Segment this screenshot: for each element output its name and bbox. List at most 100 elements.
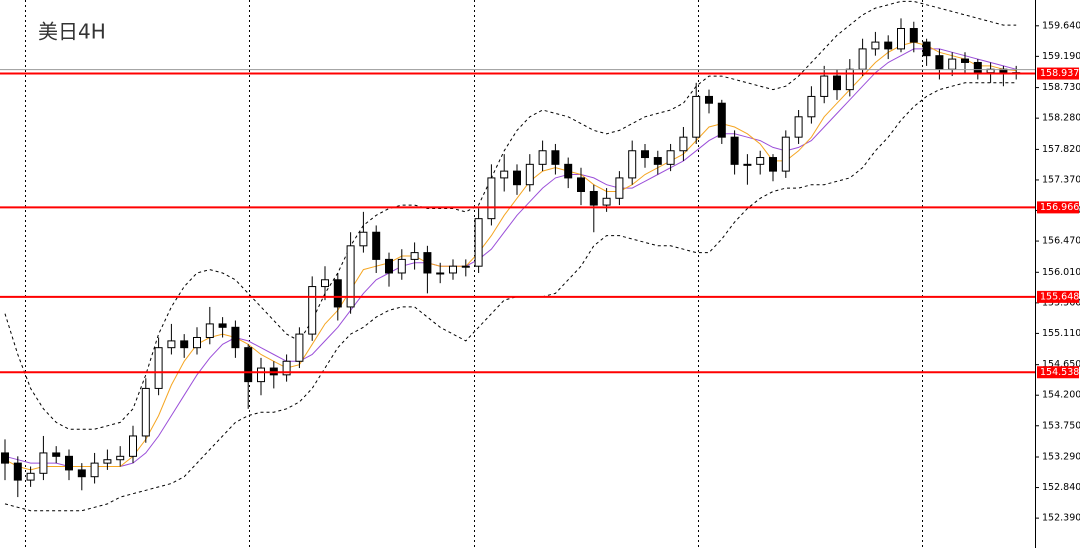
candle-body <box>551 150 560 165</box>
level-label: 154.538 <box>1040 367 1079 378</box>
candle-body <box>52 452 61 457</box>
candle-body <box>871 41 880 50</box>
candle-body <box>794 116 803 138</box>
candle-body <box>436 272 445 275</box>
candle-body <box>487 177 496 220</box>
chart-title: 美日4H <box>38 20 106 44</box>
candle-body <box>858 48 867 70</box>
candle-body <box>973 61 982 74</box>
candle-body <box>922 41 931 57</box>
candle-body <box>538 150 547 165</box>
candle-body <box>282 360 291 376</box>
candle-body <box>77 469 86 478</box>
candle-body <box>845 68 854 91</box>
candle-body <box>692 95 701 138</box>
candle-body <box>602 197 611 206</box>
candle-body <box>116 455 125 461</box>
indicator-line <box>4 0 1017 430</box>
candle-body <box>65 455 73 471</box>
y-tick-label: 154.650 <box>1042 359 1080 370</box>
candle-body <box>461 265 470 268</box>
level-tag <box>1037 290 1079 303</box>
level-tag <box>1037 67 1079 80</box>
level-label: 156.966 <box>1040 202 1079 213</box>
candle-body <box>833 75 841 91</box>
level-label: 155.648 <box>1040 291 1079 302</box>
candle-body <box>807 95 816 118</box>
candle-body <box>666 150 675 165</box>
level-tag <box>1037 201 1079 214</box>
candle-body <box>589 190 598 206</box>
candle-body <box>13 462 22 481</box>
candle-body <box>218 323 227 328</box>
level-tag <box>1037 366 1079 379</box>
candle-body <box>193 336 201 349</box>
candle-body <box>257 367 265 383</box>
candle-body <box>1 452 9 464</box>
candle-body <box>129 435 137 457</box>
candle-body <box>449 265 457 274</box>
candle-body <box>628 150 637 179</box>
candle-body <box>897 28 905 50</box>
period-separators <box>25 0 923 548</box>
candle-body <box>385 258 393 274</box>
candle-body <box>39 452 48 474</box>
y-tick-label: 152.840 <box>1042 482 1080 493</box>
candle-body <box>295 333 304 362</box>
indicator-line <box>4 82 1017 512</box>
candle-body <box>372 231 381 260</box>
candle-body <box>756 157 765 165</box>
candle-body <box>500 170 509 179</box>
candle-body <box>679 136 688 152</box>
candles <box>1 18 1021 498</box>
candle-body <box>333 279 342 308</box>
candle-body <box>244 347 253 383</box>
candle-body <box>513 170 521 186</box>
candle-body <box>90 462 99 478</box>
candle-body <box>717 102 726 138</box>
candle-body <box>935 55 944 70</box>
candle-body <box>26 472 35 481</box>
level-label: 158.937 <box>1040 68 1079 79</box>
candle-body <box>231 326 240 349</box>
candle-body <box>205 323 214 338</box>
candle-body <box>730 136 739 165</box>
candle-body <box>948 58 957 70</box>
y-tick-label: 158.280 <box>1042 113 1080 124</box>
candle-body <box>154 347 163 389</box>
y-tick-label: 158.730 <box>1042 82 1080 93</box>
y-tick-label: 159.190 <box>1042 51 1080 62</box>
candle-body <box>423 252 432 274</box>
y-tick-label: 157.820 <box>1042 144 1080 155</box>
candle-body <box>321 279 329 288</box>
candle-body <box>743 163 752 166</box>
candle-body <box>180 340 189 349</box>
candle-body <box>961 58 969 63</box>
indicator-line <box>4 48 1017 467</box>
candle-body <box>705 95 713 104</box>
candle-body <box>781 136 790 172</box>
y-tick-label: 157.370 <box>1042 174 1080 185</box>
candle-body <box>308 286 317 335</box>
y-tick-label: 154.200 <box>1042 390 1080 401</box>
candle-body <box>525 163 534 186</box>
candle-body <box>397 258 406 274</box>
candle-body <box>564 163 573 179</box>
candle-body <box>167 340 176 349</box>
y-tick-label: 153.290 <box>1042 452 1080 463</box>
candle-body <box>141 387 150 437</box>
y-tick-label: 153.750 <box>1042 420 1080 431</box>
candle-body <box>359 231 368 247</box>
candle-body <box>474 218 483 267</box>
candle-body <box>410 252 419 260</box>
candle-body <box>909 28 918 43</box>
candle-body <box>615 177 624 199</box>
candle-body <box>641 150 649 159</box>
y-tick-label: 159.640 <box>1042 20 1080 31</box>
candle-body <box>820 75 829 97</box>
y-tick-label: 152.390 <box>1042 513 1080 524</box>
y-tick-label: 155.110 <box>1042 328 1080 339</box>
